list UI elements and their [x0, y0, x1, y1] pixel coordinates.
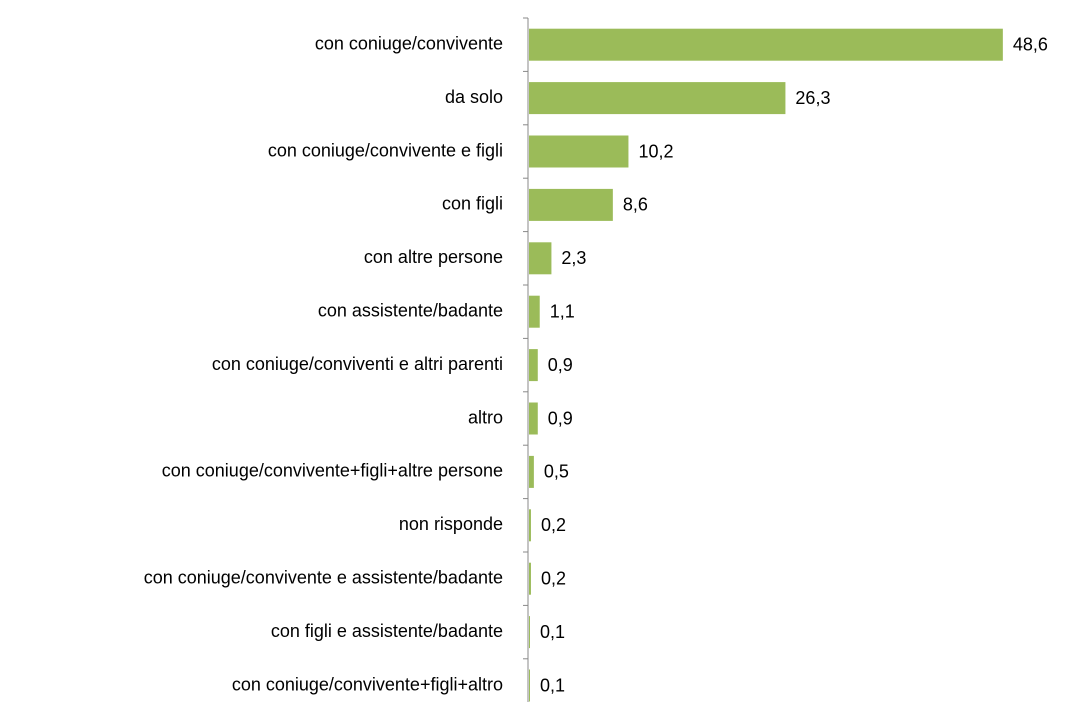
value-label: 0,1	[540, 622, 565, 642]
category-label: con figli	[442, 194, 503, 214]
value-label: 2,3	[561, 248, 586, 268]
value-label: 1,1	[550, 301, 575, 321]
category-label: con coniuge/convivente	[315, 33, 503, 53]
category-label: non risponde	[399, 514, 503, 534]
bar	[529, 28, 1003, 61]
value-label: 0,9	[548, 355, 573, 375]
category-label: con coniuge/conviventi e altri parenti	[212, 354, 503, 374]
value-label: 0,9	[548, 408, 573, 428]
bar	[529, 295, 540, 328]
bar	[529, 242, 552, 275]
bar	[529, 188, 613, 221]
category-label: con coniuge/convivente e assistente/bada…	[144, 567, 503, 587]
category-label: con coniuge/convivente e figli	[268, 140, 503, 160]
bar	[529, 82, 786, 115]
category-label: con coniuge/convivente+figli+altro	[232, 674, 503, 694]
bar	[529, 616, 530, 649]
category-label: con altre persone	[364, 247, 503, 267]
bar	[529, 509, 531, 542]
bar	[529, 669, 530, 702]
value-label: 0,1	[540, 675, 565, 695]
bar	[529, 402, 538, 435]
value-label: 0,2	[541, 568, 566, 588]
value-label: 8,6	[623, 195, 648, 215]
value-label: 10,2	[638, 141, 673, 161]
value-label: 0,2	[541, 515, 566, 535]
category-label: con assistente/badante	[318, 300, 503, 320]
value-label: 48,6	[1013, 34, 1048, 54]
value-label: 26,3	[795, 88, 830, 108]
value-label: 0,5	[544, 462, 569, 482]
bar	[529, 349, 538, 382]
category-label: altro	[468, 407, 503, 427]
bar	[529, 455, 534, 488]
category-label: da solo	[445, 87, 503, 107]
category-label: con coniuge/convivente+figli+altre perso…	[162, 461, 503, 481]
category-label: con figli e assistente/badante	[271, 621, 503, 641]
bar	[529, 135, 629, 168]
bar	[529, 562, 531, 595]
